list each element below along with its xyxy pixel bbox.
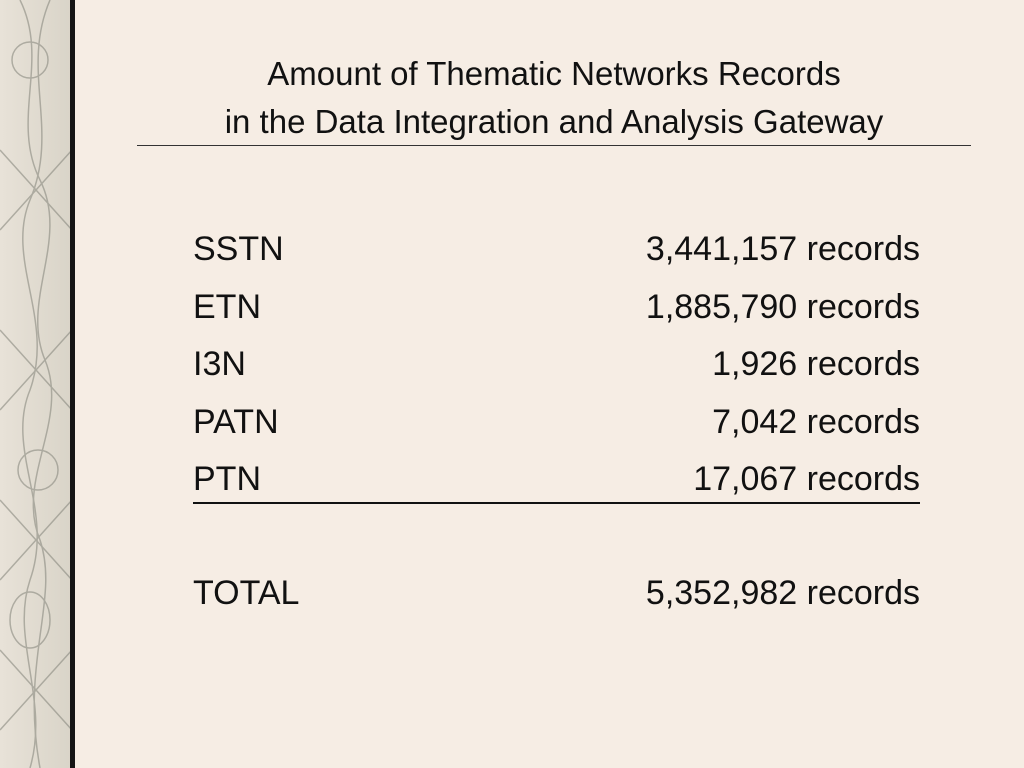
title-line: in the Data Integration and Analysis Gat… <box>224 103 884 140</box>
row-label: PTN <box>193 460 261 498</box>
table-row: TOTAL 5,352,982 records <box>193 570 920 616</box>
title: Amount of Thematic Networks Records in t… <box>137 50 971 146</box>
title-rule <box>137 145 971 146</box>
row-label: PATN <box>193 402 279 441</box>
table-row: PTN 17,067 records <box>193 456 920 504</box>
row-label: TOTAL <box>193 574 300 612</box>
table-row: I3N 1,926 records <box>193 341 920 387</box>
row-value: 1,926 records <box>712 345 920 383</box>
table-row: ETN 1,885,790 records <box>193 284 920 330</box>
title-line: Amount of Thematic Networks Records <box>267 55 841 92</box>
decorative-strip <box>0 0 75 768</box>
row-label: ETN <box>193 287 261 326</box>
table-row: SSTN 3,441,157 records <box>193 226 920 272</box>
row-value: 1,885,790 records <box>645 287 920 326</box>
row-value: 5,352,982 records <box>645 574 920 612</box>
row-label: I3N <box>193 345 246 383</box>
row-value: 3,441,157 records <box>645 230 920 268</box>
row-value: 7,042 records <box>712 402 920 441</box>
row-value: 17,067 records <box>693 460 920 498</box>
row-label: SSTN <box>193 230 284 268</box>
table-row: PATN 7,042 records <box>193 399 920 445</box>
